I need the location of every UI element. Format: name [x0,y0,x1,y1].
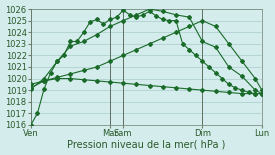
X-axis label: Pression niveau de la mer( hPa ): Pression niveau de la mer( hPa ) [67,140,225,149]
